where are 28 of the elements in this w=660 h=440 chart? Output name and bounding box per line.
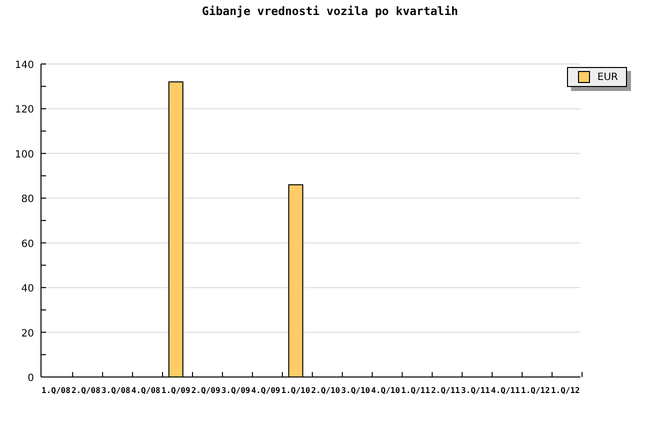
y-tick-label: 20 xyxy=(21,328,34,340)
x-tick-label: 4.Q/08 xyxy=(131,386,161,395)
chart-title: Gibanje vrednosti vozila po kvartalih xyxy=(202,4,458,18)
y-tick-label: 40 xyxy=(21,284,34,295)
x-tick-label: 3.Q/10 xyxy=(341,386,370,395)
x-tick-label: 4.Q/11 xyxy=(491,386,520,395)
x-tick-label: 2.Q/11 xyxy=(431,386,460,395)
y-tick-label: 0 xyxy=(28,373,34,384)
x-tick-label: 2.Q/09 xyxy=(191,386,220,395)
x-tick-label: 1.Q/12 xyxy=(521,386,550,395)
y-tick-label: 120 xyxy=(14,104,34,116)
y-tick-label: 100 xyxy=(14,149,34,160)
y-tick-label: 140 xyxy=(14,60,34,71)
y-tick-label: 80 xyxy=(21,194,34,206)
x-tick-label: 1.Q/11 xyxy=(401,386,430,395)
x-tick-label: 2.Q/08 xyxy=(71,386,101,395)
x-tick-label: 3.Q/08 xyxy=(101,386,131,395)
x-tick-label: 4.Q/10 xyxy=(371,386,400,395)
x-tick-label: 1.Q/12 xyxy=(550,386,580,395)
y-tick-label: 60 xyxy=(21,238,34,250)
x-tick-label: 4.Q/09 xyxy=(251,386,280,395)
x-tick-label: 1.Q/10 xyxy=(281,386,310,395)
x-tick-label: 3.Q/09 xyxy=(221,386,250,395)
legend-label: EUR xyxy=(597,72,618,82)
x-tick-label: 2.Q/10 xyxy=(311,386,340,395)
x-tick-label: 1.Q/09 xyxy=(161,386,190,395)
x-tick-label: 1.Q/08 xyxy=(42,386,71,395)
x-tick-label: 3.Q/11 xyxy=(461,386,490,395)
